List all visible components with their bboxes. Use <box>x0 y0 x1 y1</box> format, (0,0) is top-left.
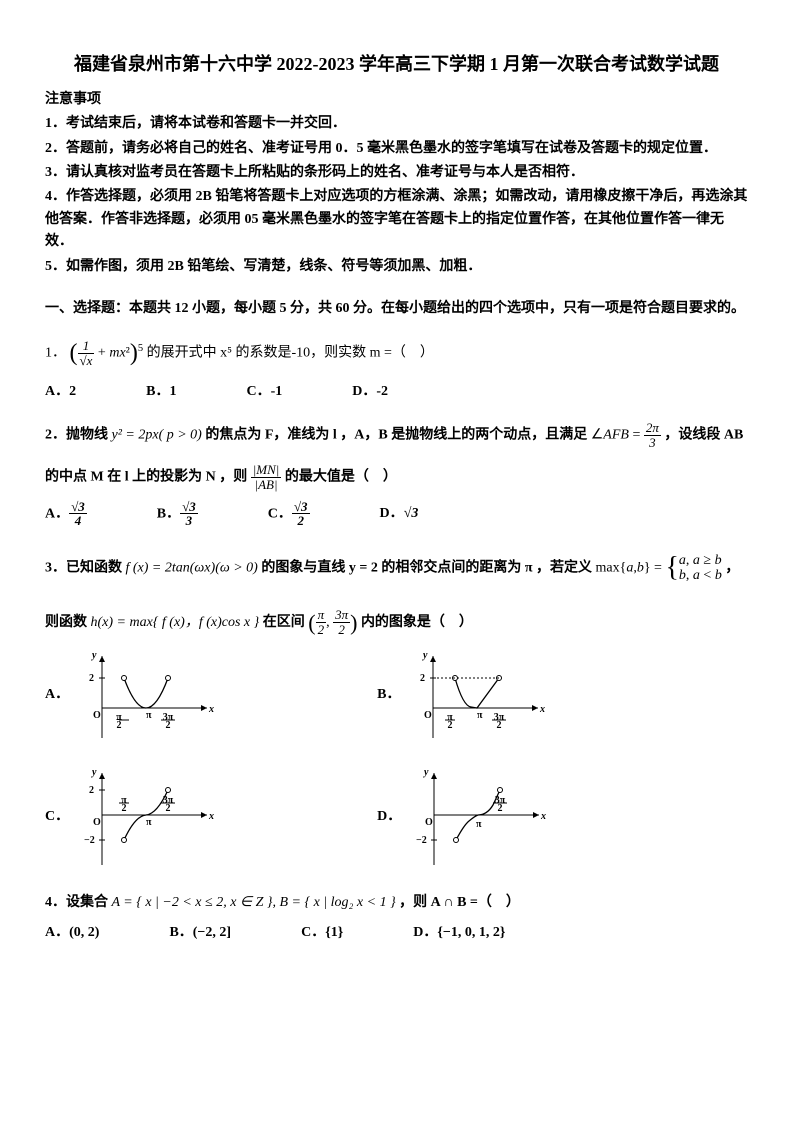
graph-b: x y O 2 π2 π 3π2 <box>408 648 548 743</box>
q2-l2-pre: 的中点 M 在 l 上的投影为 N ，则 <box>45 470 251 485</box>
notice-3: 3．请认真核对监考员在答题卡上所粘贴的条形码上的姓名、准考证号与本人是否相符． <box>45 162 748 184</box>
svg-text:3π2: 3π2 <box>163 712 174 731</box>
q3-options-row1: A． xyO 2 π2 π 3π2 B． xyO 2 π2 π 3π2 <box>45 648 748 743</box>
svg-text:x: x <box>540 811 546 822</box>
svg-text:2: 2 <box>89 785 94 796</box>
svg-text:x: x <box>208 811 214 822</box>
q3-options-row2: C． xyO 2 −2 π2 π 3π2 D． xyO −2 π 3π2 <box>45 765 748 870</box>
q4-opt-d: D．{−1, 0, 1, 2} <box>413 922 505 944</box>
question-2: 2．抛物线 y² = 2px( p > 0) 的焦点为 F，准线为 l ，A，B… <box>45 421 748 449</box>
svg-text:x: x <box>539 704 545 715</box>
svg-text:π: π <box>146 710 152 721</box>
graph-d: xyO −2 π 3π2 <box>409 765 549 870</box>
q4-opt-c: C．{1} <box>301 922 343 944</box>
svg-text:π2: π2 <box>448 712 454 731</box>
question-1: 1． (1√x + mx²)5 的展开式中 x⁵ 的系数是-10，则实数 m =… <box>45 334 748 372</box>
q1-options: A．2 B．1 C．-1 D．-2 <box>45 381 748 403</box>
svg-text:O: O <box>93 817 101 828</box>
section-1-heading: 一、选择题：本题共 12 小题，每小题 5 分，共 60 分。在每小题给出的四个… <box>45 298 748 320</box>
q3-l2-mid: 在区间 <box>263 615 309 630</box>
svg-text:x: x <box>208 704 214 715</box>
q2-l2-post: 的最大值是（ ） <box>285 470 397 485</box>
q4-sets: A = { x | −2 < x ≤ 2, x ∈ Z }, B = { x |… <box>112 895 396 910</box>
notice-4: 4．作答选择题，必须用 2B 铅笔将答题卡上对应选项的方框涂满、涂黑；如需改动，… <box>45 186 748 253</box>
q2-mid: 的焦点为 F，准线为 l ，A，B 是抛物线上的两个动点，且满足 <box>205 427 590 442</box>
q4-opt-a: A．(0, 2) <box>45 922 99 944</box>
svg-text:π: π <box>146 817 152 828</box>
q2-pre: 2．抛物线 <box>45 427 112 442</box>
q1-opt-d: D．-2 <box>352 381 388 403</box>
q1-opt-a: A．2 <box>45 381 76 403</box>
page-title: 福建省泉州市第十六中学 2022-2023 学年高三下学期 1 月第一次联合考试… <box>45 50 748 79</box>
svg-text:O: O <box>424 710 432 721</box>
question-3: 3．已知函数 f (x) = 2tan(ωx)(ω > 0) 的图象与直线 y … <box>45 546 748 591</box>
q3-h: h(x) = max{ f (x)，f (x)cos x } <box>91 615 260 630</box>
q2-opt-b: B．√33 <box>157 500 198 528</box>
notice-1: 1．考试结束后，请将本试卷和答题卡一并交回． <box>45 113 748 135</box>
q4-post: ，则 A ∩ B =（ ） <box>399 895 520 910</box>
q3-f: f (x) = 2tan(ωx)(ω > 0) <box>126 561 258 576</box>
question-2-line2: 的中点 M 在 l 上的投影为 N ，则 |MN||AB| 的最大值是（ ） <box>45 463 748 491</box>
svg-text:y: y <box>91 767 97 778</box>
q3-mid: 的图象与直线 y = 2 的相邻交点间的距离为 π ，若定义 <box>261 561 595 576</box>
q2-options: A．√34 B．√33 C．√32 D．√3 <box>45 500 748 528</box>
question-4: 4．设集合 A = { x | −2 < x ≤ 2, x ∈ Z }, B =… <box>45 892 748 914</box>
q4-pre: 4．设集合 <box>45 895 112 910</box>
svg-text:π2: π2 <box>116 712 122 731</box>
svg-text:3π2: 3π2 <box>494 712 505 731</box>
q2-opt-a: A．√34 <box>45 500 87 528</box>
q1-opt-c: C．-1 <box>246 381 282 403</box>
svg-text:π: π <box>477 710 483 721</box>
q3-opt-b: B． xyO 2 π2 π 3π2 <box>377 648 548 743</box>
question-3-line2: 则函数 h(x) = max{ f (x)，f (x)cos x } 在区间 (… <box>45 605 748 640</box>
q2-post: ，设线段 AB <box>664 427 743 442</box>
q1-number: 1． <box>45 346 66 361</box>
q3-l2-post: 内的图象是（ ） <box>361 615 473 630</box>
q3-opt-d: D． xyO −2 π 3π2 <box>377 765 549 870</box>
svg-text:O: O <box>425 817 433 828</box>
svg-text:π: π <box>476 819 482 830</box>
svg-text:2: 2 <box>420 673 425 684</box>
q3-l2-pre: 则函数 <box>45 615 91 630</box>
svg-text:π2: π2 <box>121 795 127 814</box>
q2-opt-d: D．√3 <box>380 503 419 525</box>
q3-pre: 3．已知函数 <box>45 561 126 576</box>
q1-opt-b: B．1 <box>146 381 176 403</box>
q3-post: ， <box>725 561 739 576</box>
svg-text:y: y <box>422 650 428 661</box>
q4-opt-b: B．(−2, 2] <box>169 922 231 944</box>
graph-a: x y O 2 π2 π 3π2 <box>77 648 217 743</box>
q3-opt-c: C． xyO 2 −2 π2 π 3π2 <box>45 765 217 870</box>
svg-text:−2: −2 <box>416 835 427 846</box>
notice-5: 5．如需作图，须用 2B 铅笔绘、写清楚，线条、符号等须加黑、加粗． <box>45 256 748 278</box>
svg-text:2: 2 <box>89 673 94 684</box>
svg-text:y: y <box>423 767 429 778</box>
q3-opt-a: A． xyO 2 π2 π 3π2 <box>45 648 217 743</box>
q2-opt-c: C．√32 <box>268 500 310 528</box>
graph-c: xyO 2 −2 π2 π 3π2 <box>77 765 217 870</box>
svg-text:y: y <box>91 650 97 661</box>
q4-options: A．(0, 2) B．(−2, 2] C．{1} D．{−1, 0, 1, 2} <box>45 922 748 944</box>
svg-text:−2: −2 <box>84 835 95 846</box>
svg-text:O: O <box>93 710 101 721</box>
notice-2: 2．答题前，请务必将自己的姓名、准考证号用 0．5 毫米黑色墨水的签字笔填写在试… <box>45 138 748 160</box>
q1-body: 的展开式中 x⁵ 的系数是-10，则实数 m =（ ） <box>147 346 434 361</box>
notice-heading: 注意事项 <box>45 89 748 111</box>
